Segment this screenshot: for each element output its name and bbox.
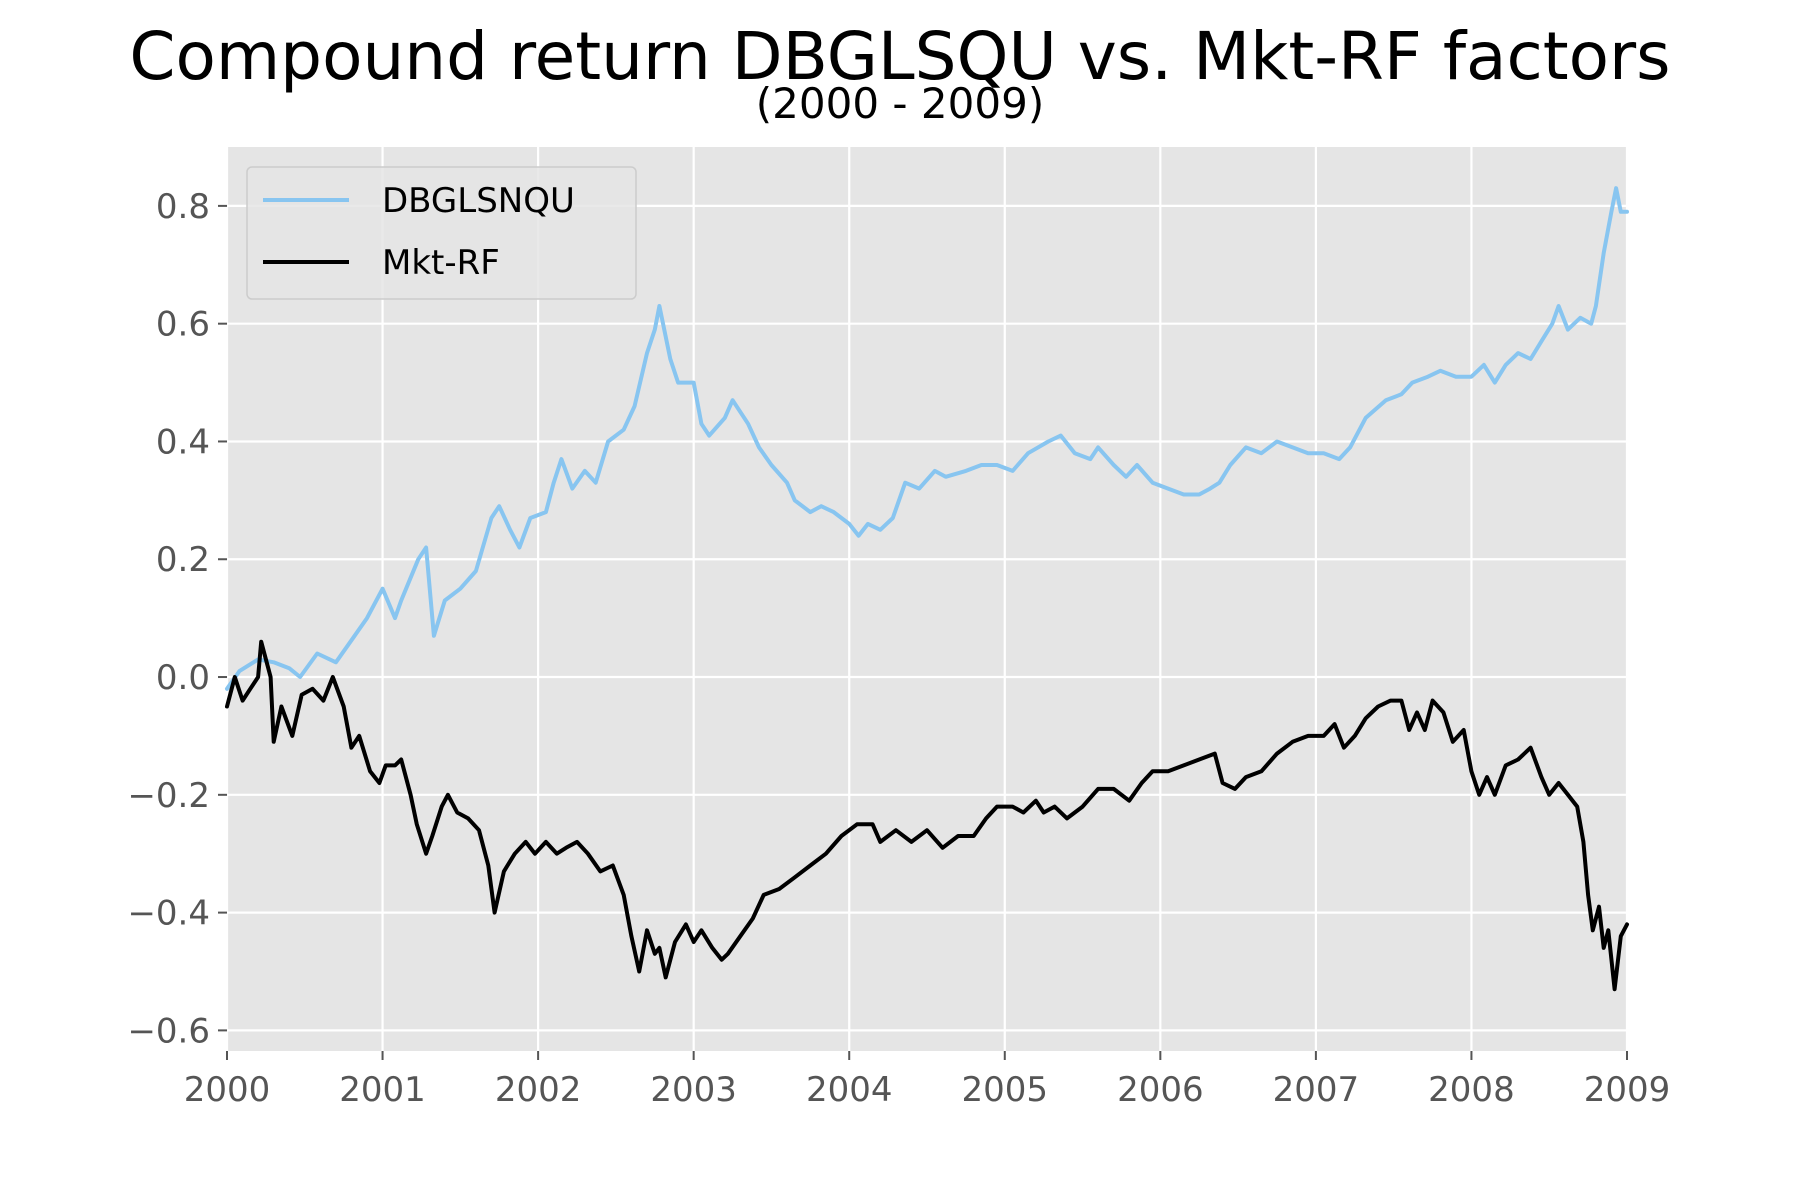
x-tick-label: 2007 [1273, 1070, 1360, 1110]
y-tick-label: 0.6 [156, 305, 210, 345]
x-tick-label: 2006 [1117, 1070, 1204, 1110]
y-tick-label: 0.8 [156, 187, 210, 227]
x-tick-label: 2004 [806, 1070, 893, 1110]
chart-subtitle: (2000 - 2009) [755, 79, 1045, 128]
legend-label: DBGLSNQU [382, 181, 575, 221]
y-tick-label: −0.6 [127, 1011, 210, 1051]
x-tick-label: 2005 [962, 1070, 1049, 1110]
y-tick-label: 0.2 [156, 540, 210, 580]
x-tick-label: 2002 [495, 1070, 582, 1110]
x-tick-label: 2008 [1428, 1070, 1515, 1110]
x-tick-label: 2001 [339, 1070, 426, 1110]
y-tick-label: −0.2 [127, 776, 210, 816]
chart-title: Compound return DBGLSQU vs. Mkt-RF facto… [129, 18, 1671, 95]
series-line-dbglsnqu [225, 186, 1629, 691]
x-tick-label: 2003 [650, 1070, 737, 1110]
x-tick-label: 2000 [184, 1070, 271, 1110]
y-tick-label: 0.0 [156, 658, 210, 698]
series-line-mkt-rf [225, 639, 1629, 992]
y-tick-label: 0.4 [156, 422, 210, 462]
y-tick-label: −0.4 [127, 894, 210, 934]
legend-label: Mkt-RF [382, 243, 500, 283]
axes: 2000 2001 2002 2003 2004 2005 2006 2007 2008 2009… [127, 187, 1670, 1110]
series-layer [225, 186, 1629, 992]
x-tick-label: 2009 [1584, 1070, 1671, 1110]
legend: DBGLSNQU Mkt-RF [246, 166, 637, 300]
